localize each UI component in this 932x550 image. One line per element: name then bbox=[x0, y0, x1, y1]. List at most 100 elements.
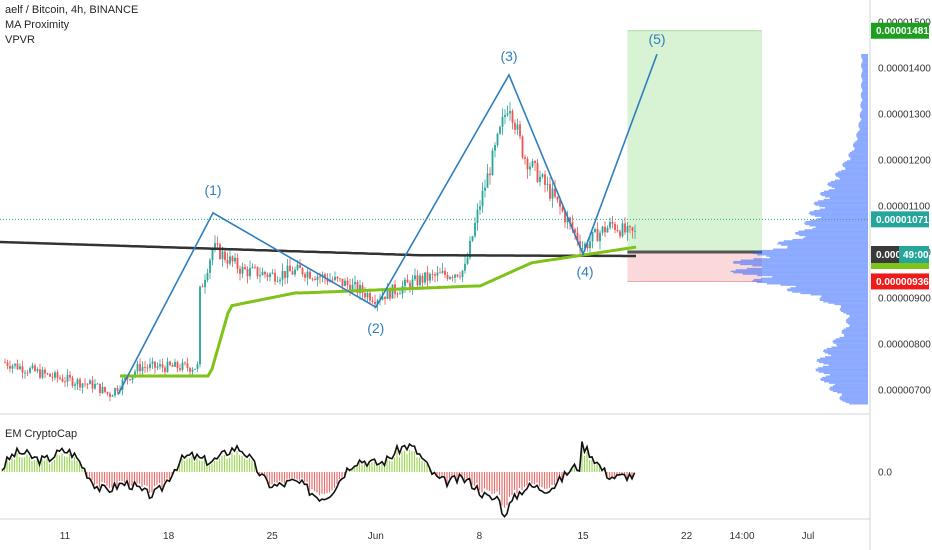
vpvr-bar bbox=[752, 252, 868, 255]
oscillator-bar bbox=[426, 464, 428, 472]
vpvr-bar bbox=[752, 280, 868, 282]
price-tick-label: 0.00001300 bbox=[878, 110, 931, 121]
candle-body bbox=[11, 365, 14, 369]
candle-body bbox=[6, 362, 9, 367]
vpvr-bar bbox=[861, 71, 868, 74]
candle-body bbox=[31, 365, 34, 369]
candle-body bbox=[536, 162, 539, 182]
candle-body bbox=[621, 223, 624, 237]
candle-body bbox=[566, 217, 569, 223]
vpvr-bar bbox=[862, 69, 868, 71]
vpvr-bar bbox=[844, 167, 868, 169]
vpvr-bar bbox=[854, 147, 868, 150]
position-zones[interactable] bbox=[627, 30, 762, 282]
vpvr-bar bbox=[761, 249, 868, 252]
oscillator-bar bbox=[461, 472, 463, 477]
ma-proximity-legend[interactable]: MA Proximity bbox=[5, 19, 70, 31]
candle-body bbox=[406, 279, 409, 283]
candle-body bbox=[466, 257, 469, 264]
vpvr-bar bbox=[857, 138, 868, 140]
vpvr-bar bbox=[856, 134, 868, 136]
oscillator-bar bbox=[596, 464, 598, 472]
oscillator-bar bbox=[581, 447, 583, 472]
price-badges: 0.00001481 0.00001071 0.00000936 0.000 49:00 bbox=[0, 22, 929, 290]
candle-body bbox=[71, 377, 74, 386]
oscillator-bar bbox=[208, 465, 211, 472]
target-zone[interactable] bbox=[627, 30, 762, 252]
oscillator-bar bbox=[386, 459, 388, 472]
oscillator-bar bbox=[91, 472, 93, 481]
vpvr-bar bbox=[805, 220, 868, 223]
oscillator-bar bbox=[283, 472, 286, 484]
wave-label: (2) bbox=[367, 320, 384, 336]
oscillator-bar bbox=[446, 472, 448, 484]
vpvr-bar bbox=[862, 89, 868, 92]
vpvr-bar bbox=[862, 60, 868, 63]
elliott-wave-lines[interactable]: (1) (2) (3) (4) (5) bbox=[117, 31, 666, 395]
vpvr-legend[interactable]: VPVR bbox=[5, 34, 35, 46]
candle-body bbox=[39, 369, 41, 378]
oscillator-bar bbox=[303, 472, 306, 482]
price-tick-label: 0.00001400 bbox=[878, 64, 931, 75]
vpvr-bar bbox=[862, 80, 868, 82]
vpvr-bar bbox=[810, 219, 868, 221]
candle-body bbox=[539, 176, 541, 182]
candle-body bbox=[131, 375, 134, 380]
candle-body bbox=[101, 386, 104, 394]
oscillator-bar bbox=[33, 459, 36, 472]
vpvr-bar bbox=[860, 93, 868, 96]
vpvr-bar bbox=[860, 103, 868, 106]
vpvr-bar bbox=[808, 212, 868, 215]
candle-body bbox=[306, 271, 309, 278]
candle-body bbox=[316, 276, 319, 280]
oscillator-bar bbox=[571, 468, 573, 472]
vpvr-bar bbox=[761, 277, 868, 279]
vpvr-bar bbox=[752, 265, 868, 267]
vpvr-bar bbox=[862, 78, 868, 81]
candle-body bbox=[346, 280, 349, 285]
vpvr-bar bbox=[841, 306, 868, 308]
oscillator-bar bbox=[261, 472, 263, 474]
vpvr-bar bbox=[805, 223, 868, 226]
vpvr-bar bbox=[821, 295, 868, 297]
oscillator-bar bbox=[616, 472, 618, 475]
vpvr-bar bbox=[861, 96, 868, 99]
oscillator-bar bbox=[498, 472, 501, 495]
candle-body bbox=[61, 378, 64, 382]
oscillator-bar bbox=[481, 472, 483, 493]
vpvr-bar bbox=[824, 356, 868, 358]
oscillator-legend[interactable]: EM CryptoCap bbox=[5, 428, 78, 440]
candle-body bbox=[269, 273, 271, 277]
candle-body bbox=[459, 276, 461, 278]
oscillator-bar bbox=[81, 468, 83, 472]
vpvr-bar bbox=[814, 201, 868, 204]
vpvr-bar bbox=[853, 145, 868, 147]
time-axis[interactable]: 11 18 25 Jun 8 15 22 14:00 Jul bbox=[60, 531, 815, 542]
vpvr-bar bbox=[766, 255, 868, 257]
vpvr-bar bbox=[861, 82, 868, 85]
oscillator-bar bbox=[458, 472, 461, 474]
vpvr-bar bbox=[862, 70, 868, 72]
vpvr-bar bbox=[860, 105, 868, 107]
candle-body bbox=[366, 292, 369, 298]
current-price-badge: 0.00001071 bbox=[876, 215, 929, 226]
vpvr-bar bbox=[818, 200, 868, 202]
candle-body bbox=[376, 300, 379, 305]
candle-body bbox=[399, 293, 401, 295]
wave-path[interactable] bbox=[117, 53, 658, 395]
vpvr-bar bbox=[819, 208, 868, 210]
vpvr-histogram bbox=[730, 53, 868, 405]
stop-zone[interactable] bbox=[627, 252, 762, 282]
candle-body bbox=[206, 272, 209, 280]
candle-body bbox=[291, 271, 294, 275]
oscillator-bar bbox=[11, 457, 13, 472]
oscillator-bar bbox=[98, 472, 101, 488]
vpvr-bar bbox=[819, 193, 868, 195]
candle-body bbox=[134, 371, 136, 376]
vpvr-bar bbox=[823, 190, 868, 192]
vpvr-bar bbox=[840, 398, 868, 401]
stop-price-badge: 0.00000936 bbox=[876, 277, 929, 288]
candle-body bbox=[64, 381, 66, 383]
vpvr-bar bbox=[839, 309, 868, 311]
